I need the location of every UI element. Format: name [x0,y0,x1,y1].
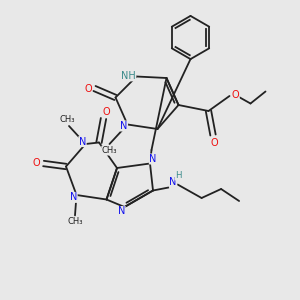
Text: CH₃: CH₃ [60,115,75,124]
Text: NH: NH [121,71,136,81]
Text: O: O [232,89,239,100]
Text: O: O [32,158,40,169]
Text: N: N [149,154,157,164]
Text: O: O [84,83,92,94]
Text: N: N [79,136,86,147]
Text: O: O [103,107,110,117]
Text: N: N [70,192,77,203]
Text: N: N [169,177,177,188]
Text: O: O [211,137,218,148]
Text: H: H [175,171,181,180]
Text: N: N [120,121,128,131]
Text: CH₃: CH₃ [67,218,83,226]
Text: N: N [118,206,125,217]
Text: CH₃: CH₃ [102,146,117,155]
